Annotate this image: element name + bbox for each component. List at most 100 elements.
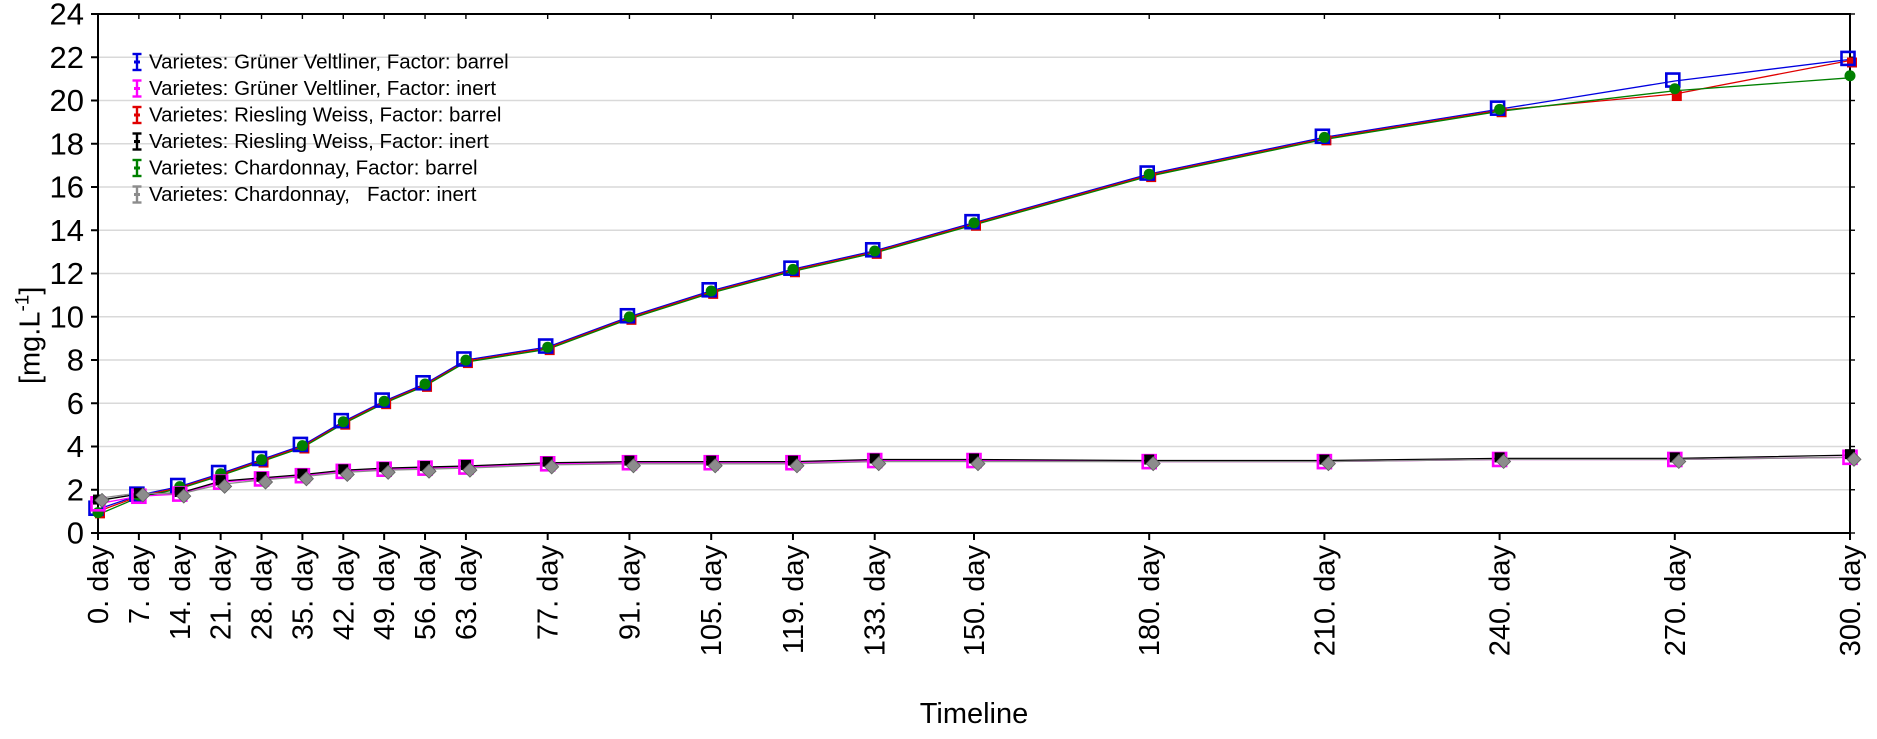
y-tick-label: 10 — [50, 299, 84, 334]
marker-filled-diamond — [789, 458, 805, 474]
marker-filled-square — [969, 453, 979, 464]
marker-filled-square — [1671, 91, 1682, 102]
legend-item-gv-barrel: Varietes: Grüner Veltliner, Factor: barr… — [132, 51, 509, 74]
marker-filled-circle — [787, 263, 799, 275]
y-axis-title-sup: -1 — [12, 294, 34, 312]
x-tick-label: 180. day — [1134, 545, 1166, 657]
x-tick-label: 63. day — [451, 545, 483, 641]
y-tick-label: 14 — [50, 213, 84, 248]
marker-filled-square — [174, 486, 185, 497]
marker-filled-square — [256, 471, 267, 482]
legend-label: Varietes: Riesling Weiss, Factor: inert — [149, 130, 489, 153]
legend-item-rw-barrel: Varietes: Riesling Weiss, Factor: barrel — [132, 104, 501, 127]
y-tick-label: 16 — [50, 170, 84, 205]
marker-filled-diamond — [421, 463, 437, 479]
x-tick-label: 49. day — [369, 545, 401, 641]
x-tick-label: 210. day — [1309, 545, 1341, 657]
marker-filled-circle — [705, 285, 717, 297]
marker-filled-circle — [296, 440, 308, 452]
x-tick-label: 105. day — [696, 545, 728, 657]
x-tick-label: 14. day — [165, 545, 197, 641]
marker-filled-diamond — [625, 458, 642, 474]
marker-filled-diamond — [94, 492, 110, 508]
x-tick-label: 300. day — [1835, 545, 1867, 657]
marker-filled-square — [869, 453, 880, 464]
marker-filled-square — [1845, 449, 1855, 460]
marker-filled-circle — [869, 245, 881, 257]
marker-filled-circle — [968, 217, 980, 229]
y-axis-title-close: ] — [14, 286, 47, 295]
marker-filled-square — [1669, 452, 1680, 463]
x-tick-label: 270. day — [1660, 545, 1692, 657]
x-tick-label: 7. day — [124, 545, 156, 624]
marker-filled-diamond — [544, 459, 560, 475]
marker-filled-square — [297, 468, 308, 479]
marker-filled-diamond — [176, 488, 192, 504]
marker-filled-square — [706, 455, 717, 466]
marker-filled-square — [542, 456, 553, 467]
marker-filled-diamond — [462, 462, 478, 478]
y-axis-title: [mg.L-1] — [13, 155, 48, 515]
marker-filled-diamond — [970, 456, 986, 472]
y-tick-label: 22 — [50, 40, 84, 75]
x-tick-label: 35. day — [287, 545, 319, 641]
legend-item-ch-inert: Varietes: Chardonnay, Factor: inert — [132, 183, 477, 206]
marker-filled-diamond — [1496, 453, 1512, 470]
marker-filled-circle — [92, 507, 104, 519]
series-markers-ch-inert — [94, 451, 1862, 508]
marker-filled-diamond — [1320, 456, 1336, 472]
legend-label: Varietes: Chardonnay, Factor: inert — [149, 183, 477, 206]
marker-open-square — [1840, 50, 1856, 67]
marker-filled-diamond — [217, 478, 233, 494]
marker-filled-circle — [419, 378, 431, 390]
series-markers-rw-barrel — [95, 57, 1857, 519]
marker-filled-diamond — [298, 471, 314, 487]
y-tick-label: 12 — [50, 256, 84, 291]
x-tick-label: 150. day — [959, 545, 991, 657]
marker-filled-circle — [378, 395, 390, 407]
legend-item-ch-barrel: Varietes: Chardonnay, Factor: barrel — [132, 157, 478, 180]
y-tick-label: 18 — [50, 126, 84, 161]
marker-filled-circle — [1844, 70, 1856, 82]
series-line-gv-barrel — [97, 58, 1851, 510]
marker-filled-diamond — [1145, 456, 1161, 472]
marker-filled-diamond — [707, 458, 723, 474]
y-tick-label: 0 — [67, 516, 84, 551]
x-tick-label: 240. day — [1485, 545, 1517, 657]
x-axis-title: Timeline — [919, 698, 1029, 730]
y-tick-label: 2 — [67, 472, 84, 507]
legend-label: Varietes: Riesling Weiss, Factor: barrel — [149, 104, 501, 127]
marker-filled-square — [420, 461, 431, 472]
marker-filled-diamond — [135, 487, 151, 503]
x-tick-labels: 0. day 7. day 14. day 21. day 28. day 35. day… — [83, 545, 1867, 657]
y-tick-label: 4 — [67, 429, 84, 464]
marker-filled-circle — [1669, 83, 1681, 95]
x-tick-label: 77. day — [533, 545, 565, 641]
marker-filled-diamond — [871, 456, 887, 472]
series-line-rw-barrel — [97, 59, 1851, 512]
marker-filled-square — [1144, 454, 1155, 465]
y-tick-label: 20 — [50, 83, 84, 118]
x-tick-label: 133. day — [860, 545, 892, 657]
marker-filled-circle — [460, 354, 472, 366]
legend-label: Varietes: Chardonnay, Factor: barrel — [149, 157, 478, 180]
marker-filled-square — [379, 462, 390, 473]
marker-filled-square — [460, 459, 471, 470]
marker-filled-square — [338, 464, 349, 475]
marker-filled-circle — [623, 311, 635, 323]
legend-label: Varietes: Grüner Veltliner, Factor: iner… — [149, 77, 496, 100]
x-tick-label: 56. day — [410, 545, 442, 641]
x-tick-label: 91. day — [614, 545, 646, 641]
marker-filled-diamond — [1846, 451, 1862, 467]
axis-ticks — [91, 13, 1855, 540]
marker-filled-diamond — [257, 474, 274, 490]
x-tick-label: 119. day — [778, 545, 810, 655]
marker-filled-diamond — [380, 464, 396, 480]
marker-filled-diamond — [339, 466, 355, 483]
y-tick-label: 8 — [67, 343, 84, 378]
marker-filled-circle — [256, 454, 268, 466]
x-tick-label: 0. day — [83, 545, 115, 624]
marker-filled-square — [1847, 57, 1857, 68]
